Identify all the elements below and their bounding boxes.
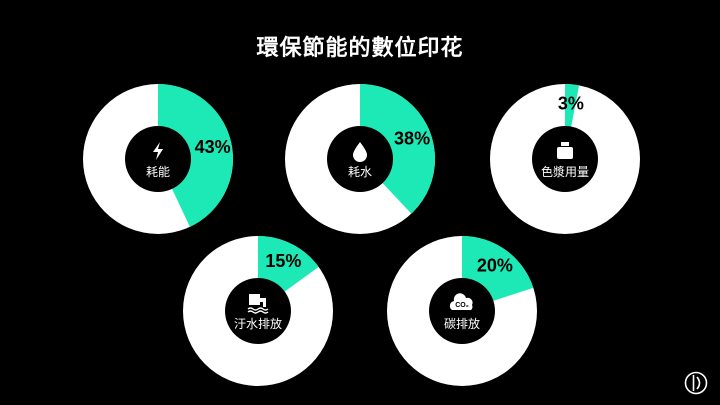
ink-jar-icon [557, 142, 573, 159]
svg-text:CO₂: CO₂ [455, 302, 469, 309]
page-title: 環保節能的數位印花 [256, 36, 464, 61]
donut-chart-5: 20% CO₂ 碳排放 [387, 236, 537, 386]
donut-hub [125, 126, 191, 192]
donut-hub [225, 278, 291, 344]
category-label: 色漿用量 [541, 164, 589, 179]
donut-chart-2: 38% 耗水 [285, 84, 436, 234]
donut-chart-1: 43% 耗能 [83, 84, 233, 234]
percent-label: 38% [394, 128, 430, 148]
donut-slice [360, 84, 436, 214]
donut-slice [158, 84, 233, 227]
brand-logo-icon [684, 371, 708, 395]
wastewater-icon [247, 294, 269, 314]
percent-label: 20% [477, 256, 513, 276]
category-label: 耗水 [348, 165, 372, 179]
donut-chart-3: 3% 色漿用量 [490, 84, 640, 234]
co2-cloud-icon: CO₂ [449, 293, 473, 310]
category-label: 汙水排放 [234, 316, 282, 331]
percent-label: 15% [265, 251, 301, 271]
category-label: 耗能 [146, 165, 170, 179]
category-label: 碳排放 [444, 316, 480, 331]
water-drop-icon [353, 142, 367, 162]
lightning-icon [153, 142, 163, 160]
donut-chart-4: 15% 汙水排放 [183, 236, 333, 386]
percent-label: 43% [195, 137, 231, 157]
donut-hub [429, 278, 495, 344]
percent-label: 3% [558, 93, 584, 113]
